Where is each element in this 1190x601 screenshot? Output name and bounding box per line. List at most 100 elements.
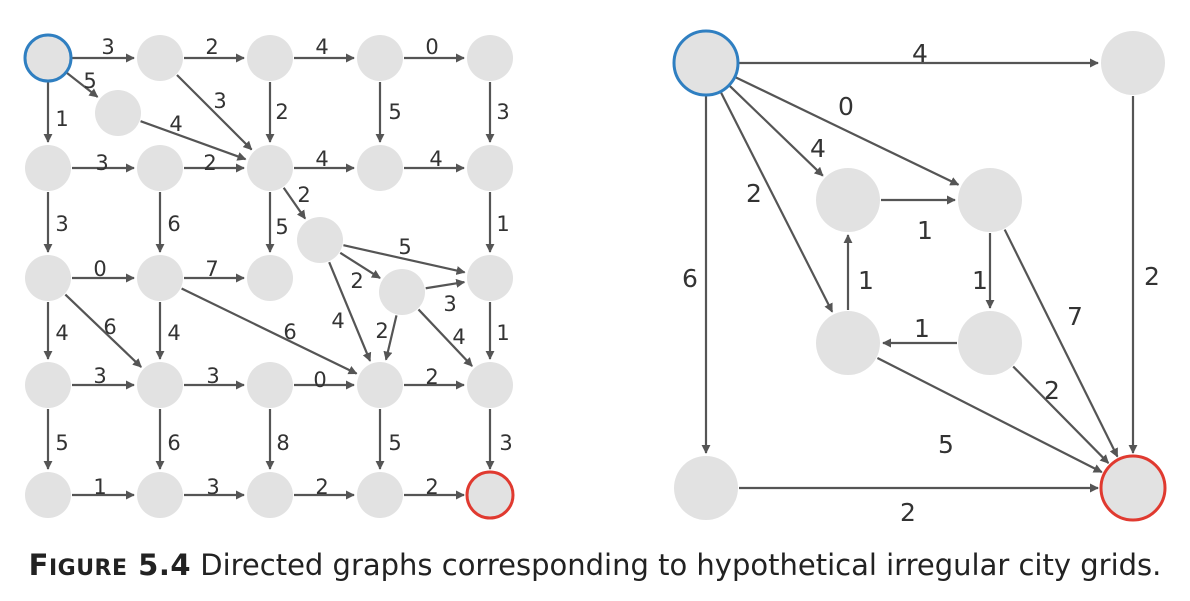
edge-weight-g21-g22: 3	[95, 151, 108, 175]
edge-weight-g23-g24: 4	[315, 147, 328, 171]
graph-node-g15	[467, 35, 513, 81]
edge-g12-g23	[176, 74, 253, 151]
edge-weight-g2a-g35: 5	[398, 235, 411, 259]
edge-g2a-g35	[343, 244, 466, 275]
graph-node-g12	[137, 35, 183, 81]
edge-weight-g44-g54: 5	[388, 431, 401, 455]
edge-weight-g31-g41: 4	[55, 321, 68, 345]
graph-node-g45	[467, 362, 513, 408]
edge-weight-g52-g53: 3	[206, 475, 219, 499]
edge-weight-g21-g31: 3	[55, 212, 68, 236]
graph-node-c	[816, 311, 880, 375]
edge-g2a-g44	[328, 261, 372, 362]
graph-node-g43	[247, 362, 293, 408]
graph-node-g54	[357, 472, 403, 518]
edge-weight-g2a-g2b: 2	[350, 269, 363, 293]
edge-g2a-g2b	[339, 251, 381, 280]
edge-weight-s-tr: 4	[912, 39, 928, 68]
graph-node-g31	[25, 255, 71, 301]
edge-weight-g24-g25: 4	[429, 147, 442, 171]
end-node-t	[465, 470, 515, 520]
graph-node-g24	[357, 145, 403, 191]
edge-g32-g44	[181, 287, 358, 375]
figure-label: FIGURE 5.4	[28, 548, 192, 582]
edge-weight-g42-g52: 6	[167, 431, 180, 455]
edge-weight-g25-g35: 1	[496, 212, 509, 236]
graph-node-g44	[357, 362, 403, 408]
graph-node-d	[958, 311, 1022, 375]
graph-node-g13	[247, 35, 293, 81]
figure-caption: FIGURE 5.4 Directed graphs corresponding…	[0, 548, 1190, 582]
edge-weight-g41-g42: 3	[93, 364, 106, 388]
graph-node-g21	[25, 145, 71, 191]
edge-weight-g53-g54: 2	[315, 475, 328, 499]
edge-weight-b-d: 1	[972, 266, 988, 295]
edge-weight-g23-g2a: 2	[297, 183, 310, 207]
graph-node-g1a	[95, 90, 141, 136]
edge-weight-g51-g52: 1	[93, 475, 106, 499]
edge-weight-s-g1a: 5	[83, 69, 96, 93]
graph-node-b	[958, 168, 1022, 232]
edge-weight-g44-g45: 2	[425, 365, 438, 389]
edge-weight-a-b: 1	[917, 216, 933, 245]
edge-weight-g32-g44: 6	[283, 320, 296, 344]
edge-weight-g23-g33: 5	[275, 215, 288, 239]
caption-text: Directed graphs corresponding to hypothe…	[200, 548, 1162, 582]
graph-node-g14	[357, 35, 403, 81]
edge-weight-g31-g42: 6	[103, 315, 116, 339]
graph-node-g32	[137, 255, 183, 301]
edge-b-t	[1003, 229, 1119, 458]
edge-weight-g41-g51: 5	[55, 431, 68, 455]
edge-g1a-g23	[140, 120, 247, 161]
graph-node-g41	[25, 362, 71, 408]
graph-node-g2a	[297, 217, 343, 263]
edge-weight-g1a-g23: 4	[169, 112, 182, 136]
edge-g31-g42	[64, 293, 142, 368]
graph-node-g53	[247, 472, 293, 518]
edge-weight-g45-t: 3	[499, 431, 512, 455]
graph-node-bl	[674, 456, 738, 520]
edge-d-t	[1012, 365, 1110, 464]
edge-weight-g2b-g35: 3	[443, 292, 456, 316]
graph-node-g51	[25, 472, 71, 518]
edge-weight-g14-g15: 0	[425, 35, 438, 59]
edge-weight-g22-g23: 2	[203, 151, 216, 175]
graph-node-g42	[137, 362, 183, 408]
edge-weight-g12-g13: 2	[205, 35, 218, 59]
edge-weight-g32-g33: 7	[205, 257, 218, 281]
edge-c-t	[876, 356, 1103, 474]
edge-weight-g2a-g44: 4	[331, 309, 344, 333]
graph-node-g35	[467, 255, 513, 301]
edge-g2b-g35	[425, 278, 466, 290]
start-node-s	[672, 29, 740, 97]
graph-node-g33	[247, 255, 293, 301]
edge-weight-g42-g43: 3	[206, 364, 219, 388]
edge-weight-g43-g53: 8	[276, 431, 289, 455]
edge-weight-d-t: 2	[1044, 376, 1060, 405]
edge-weight-g13-g23: 2	[275, 100, 288, 124]
graph-node-g23	[247, 145, 293, 191]
edge-weight-bl-t: 2	[900, 498, 916, 527]
edge-weight-s-c: 2	[746, 179, 762, 208]
edge-weight-c-t: 5	[938, 430, 954, 459]
edge-weight-g13-g14: 4	[315, 35, 328, 59]
edge-weight-g54-t: 2	[425, 475, 438, 499]
graph-node-tr	[1101, 31, 1165, 95]
graph-node-g25	[467, 145, 513, 191]
edge-weight-s-g21: 1	[55, 107, 68, 131]
edge-weight-s-a: 4	[810, 134, 826, 163]
edge-s-g1a	[66, 71, 99, 98]
edge-s-c	[719, 91, 834, 313]
graph-node-g22	[137, 145, 183, 191]
edge-weight-s-b: 0	[838, 92, 854, 121]
edge-weight-g22-g32: 6	[167, 212, 180, 236]
edge-s-a	[728, 85, 824, 177]
edge-g2b-g44	[383, 315, 398, 361]
edge-g2b-g45	[417, 308, 473, 367]
start-node-s	[23, 33, 73, 83]
graph-node-g2b	[379, 269, 425, 315]
edge-weight-c-a: 1	[858, 266, 874, 295]
edge-weight-s-bl: 6	[682, 264, 698, 293]
